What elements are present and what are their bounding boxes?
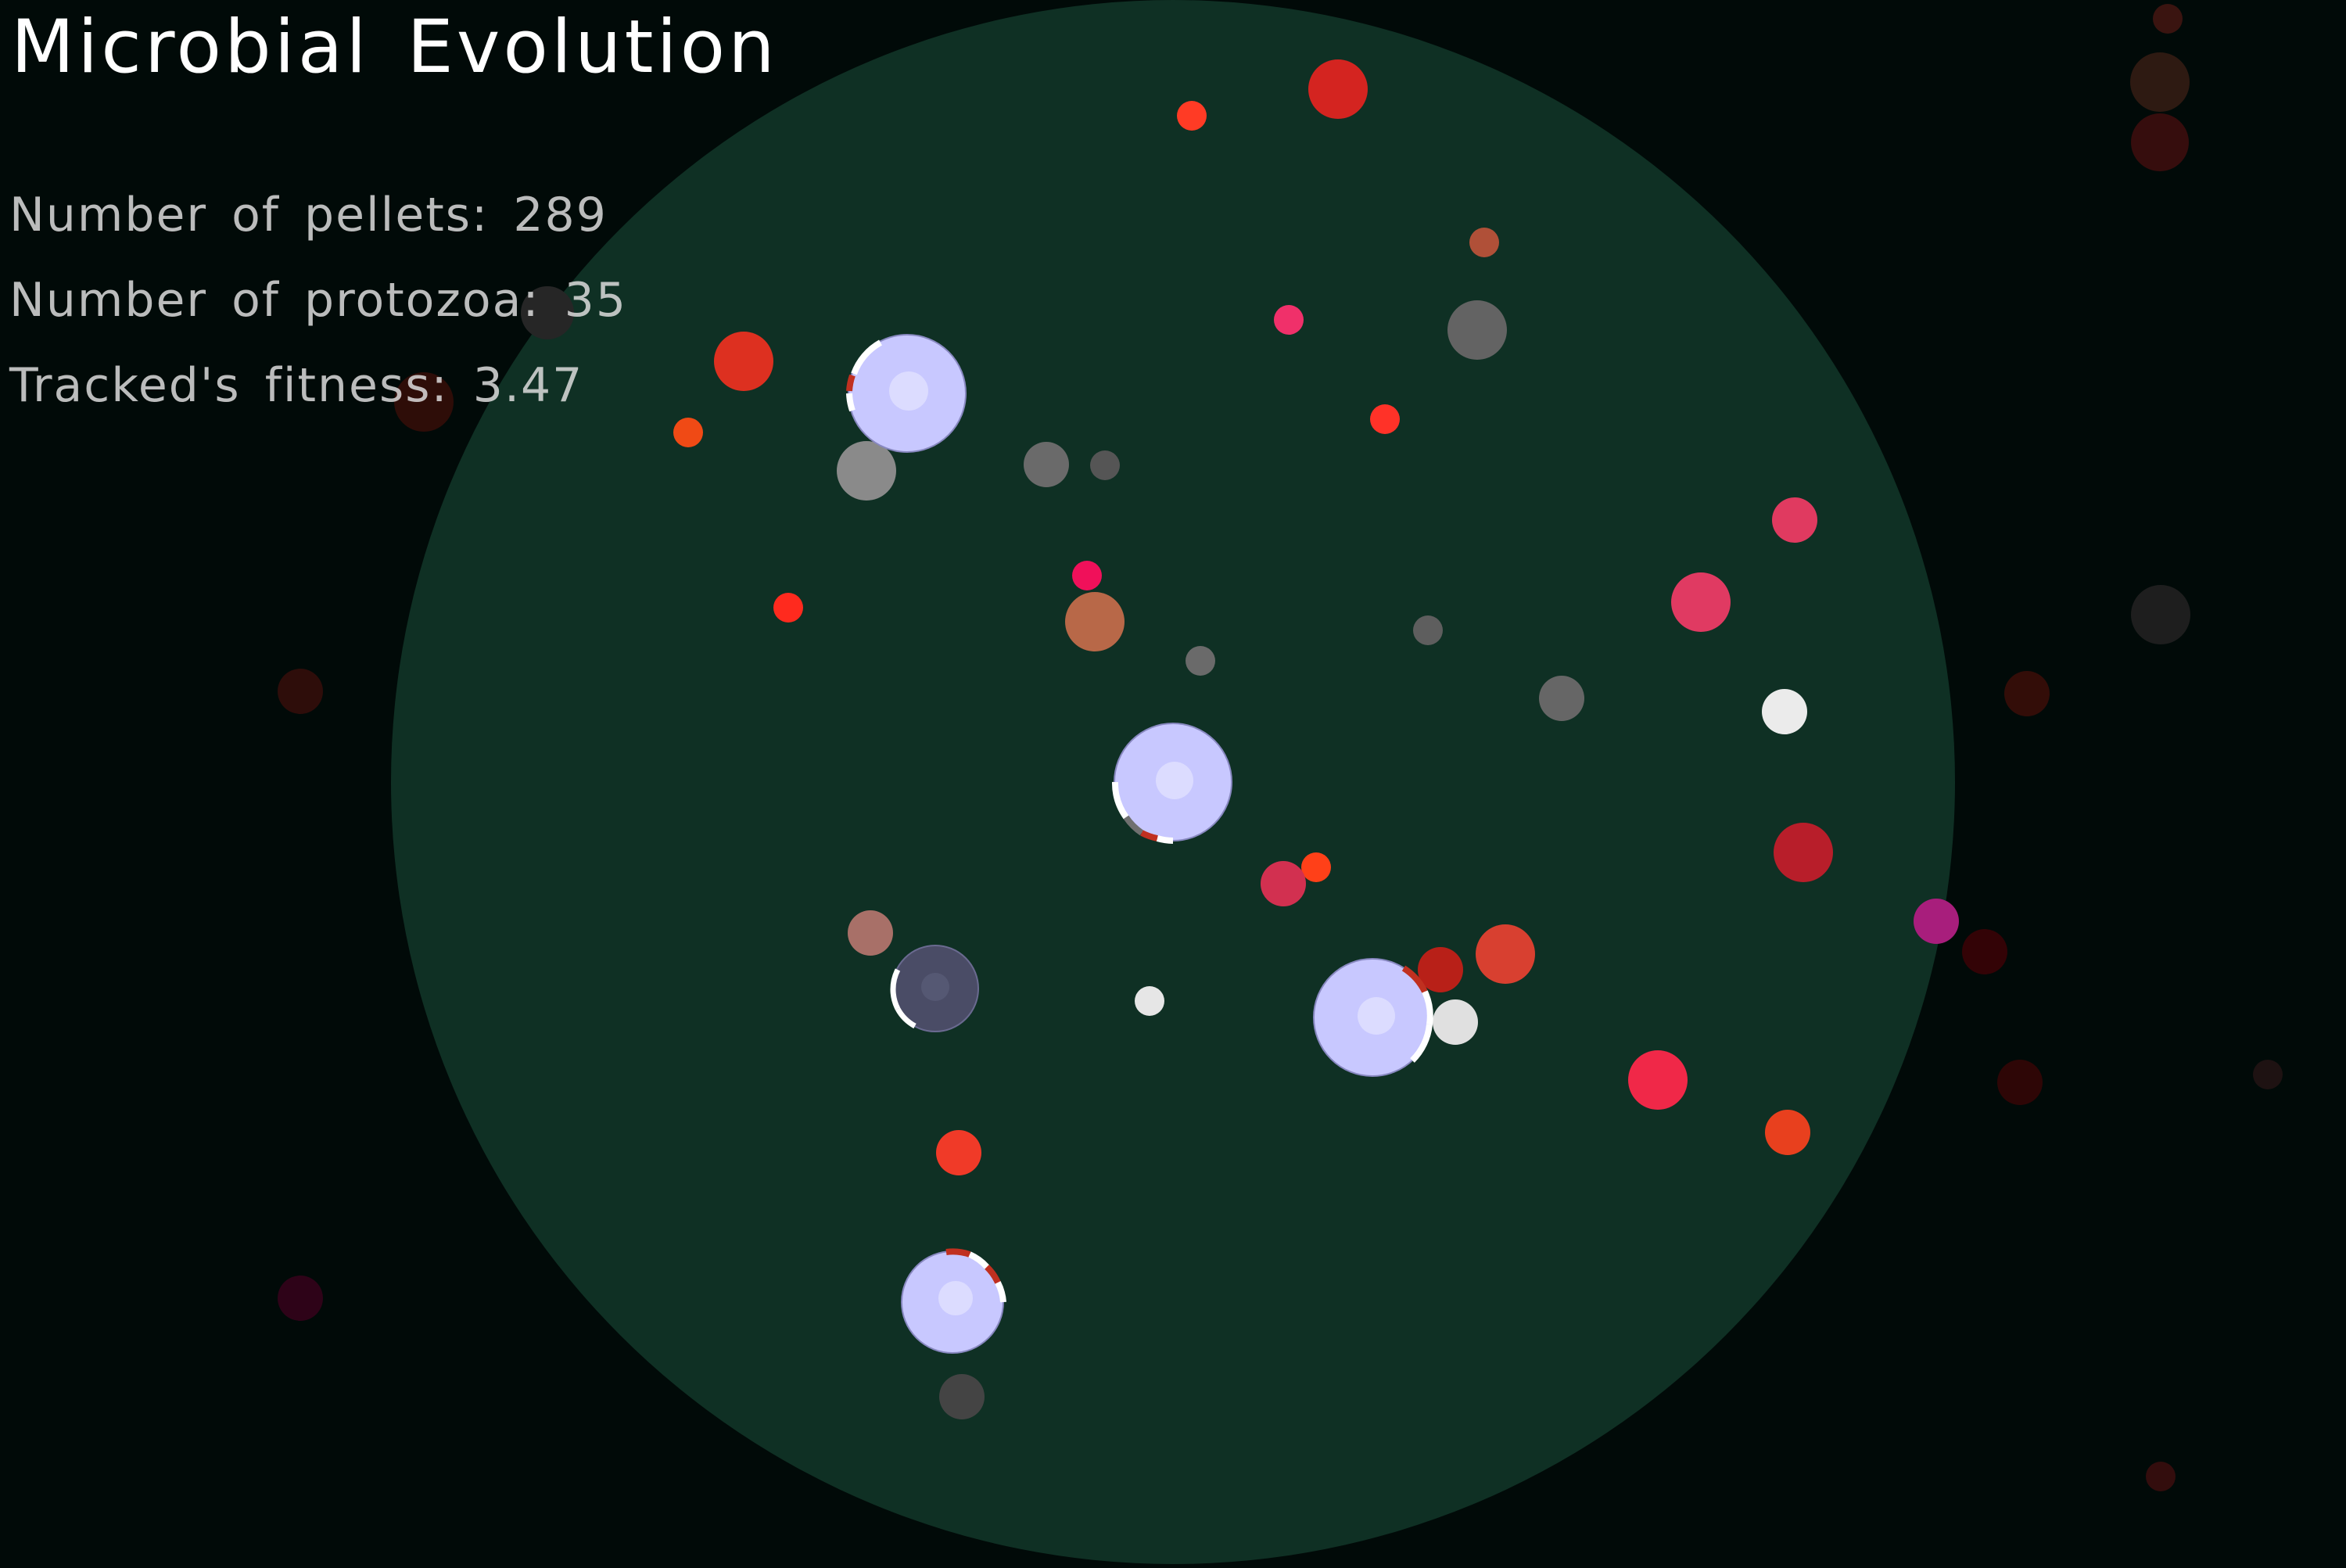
pellet: [394, 372, 454, 432]
retina-arc: [1140, 830, 1158, 841]
pellet: [1772, 497, 1817, 543]
retina-arc: [1156, 835, 1174, 844]
pellet: [2004, 671, 2050, 716]
retina-arc: [895, 1007, 917, 1029]
pellet: [1962, 929, 2007, 974]
pellet: [1135, 986, 1164, 1016]
protozoan-nucleus: [1156, 762, 1193, 799]
retina-arc: [995, 1281, 1006, 1303]
pellet: [278, 1276, 323, 1321]
pellet: [1274, 305, 1304, 335]
pellet: [1418, 947, 1463, 992]
pellet: [1065, 592, 1125, 651]
pellet: [1539, 676, 1584, 721]
retina-arc: [1410, 1024, 1433, 1063]
pellet: [1476, 924, 1535, 984]
retina-arc: [1123, 815, 1144, 836]
pellet: [1997, 1060, 2043, 1105]
pellet: [1024, 442, 1069, 487]
pellet: [936, 1130, 981, 1175]
pellet: [1628, 1050, 1688, 1110]
retina-arc: [1111, 781, 1129, 820]
pellet: [1765, 1110, 1810, 1155]
pellet: [2130, 52, 2190, 112]
pellets: [673, 59, 1959, 1419]
protozoa: [846, 334, 1433, 1354]
pellet: [1671, 572, 1731, 632]
pellet: [1774, 823, 1833, 882]
pellet: [521, 286, 574, 339]
retina-arc: [846, 393, 856, 412]
pellet: [673, 418, 703, 447]
protozoan[interactable]: [890, 945, 979, 1032]
retina-arc: [945, 1248, 971, 1258]
protozoan-nucleus: [1358, 997, 1395, 1035]
protozoan[interactable]: [1313, 958, 1433, 1077]
retina-arc: [1401, 965, 1428, 993]
pellet: [1762, 689, 1807, 734]
pellet: [848, 910, 893, 956]
retina-arc: [1422, 990, 1433, 1025]
pellet: [1308, 59, 1368, 119]
pellet: [1301, 852, 1331, 882]
outside-pellets: [278, 4, 2283, 1491]
pellet: [2131, 585, 2190, 644]
pellet: [773, 593, 803, 623]
protozoan[interactable]: [901, 1248, 1006, 1354]
pellet: [1914, 899, 1959, 944]
pellet: [1177, 101, 1207, 131]
pellet: [1370, 404, 1400, 434]
pellet: [714, 332, 773, 391]
protozoan-nucleus: [938, 1281, 973, 1315]
pellet: [2146, 1462, 2176, 1491]
retina-arc: [846, 374, 856, 392]
pellet: [1413, 615, 1443, 645]
pellet: [278, 669, 323, 714]
pellet: [2153, 4, 2183, 34]
retina-arc: [851, 339, 883, 375]
retina-arc: [968, 1251, 989, 1269]
pellet: [1090, 450, 1120, 480]
protozoan-nucleus: [921, 973, 949, 1001]
pellet: [939, 1374, 985, 1419]
retina-arc: [985, 1265, 1001, 1284]
pellet: [1261, 861, 1306, 906]
retina-arc: [890, 968, 901, 1010]
pellet: [1447, 300, 1507, 360]
pellet: [2131, 113, 2189, 171]
protozoan-nucleus: [889, 371, 928, 411]
pellet: [1433, 999, 1478, 1045]
pellet: [2253, 1060, 2283, 1089]
pellet: [837, 441, 896, 501]
protozoan[interactable]: [1111, 723, 1232, 844]
protozoan[interactable]: [846, 334, 967, 453]
pellet: [1072, 561, 1102, 590]
pellet: [1186, 646, 1215, 676]
pellet: [1469, 228, 1499, 257]
